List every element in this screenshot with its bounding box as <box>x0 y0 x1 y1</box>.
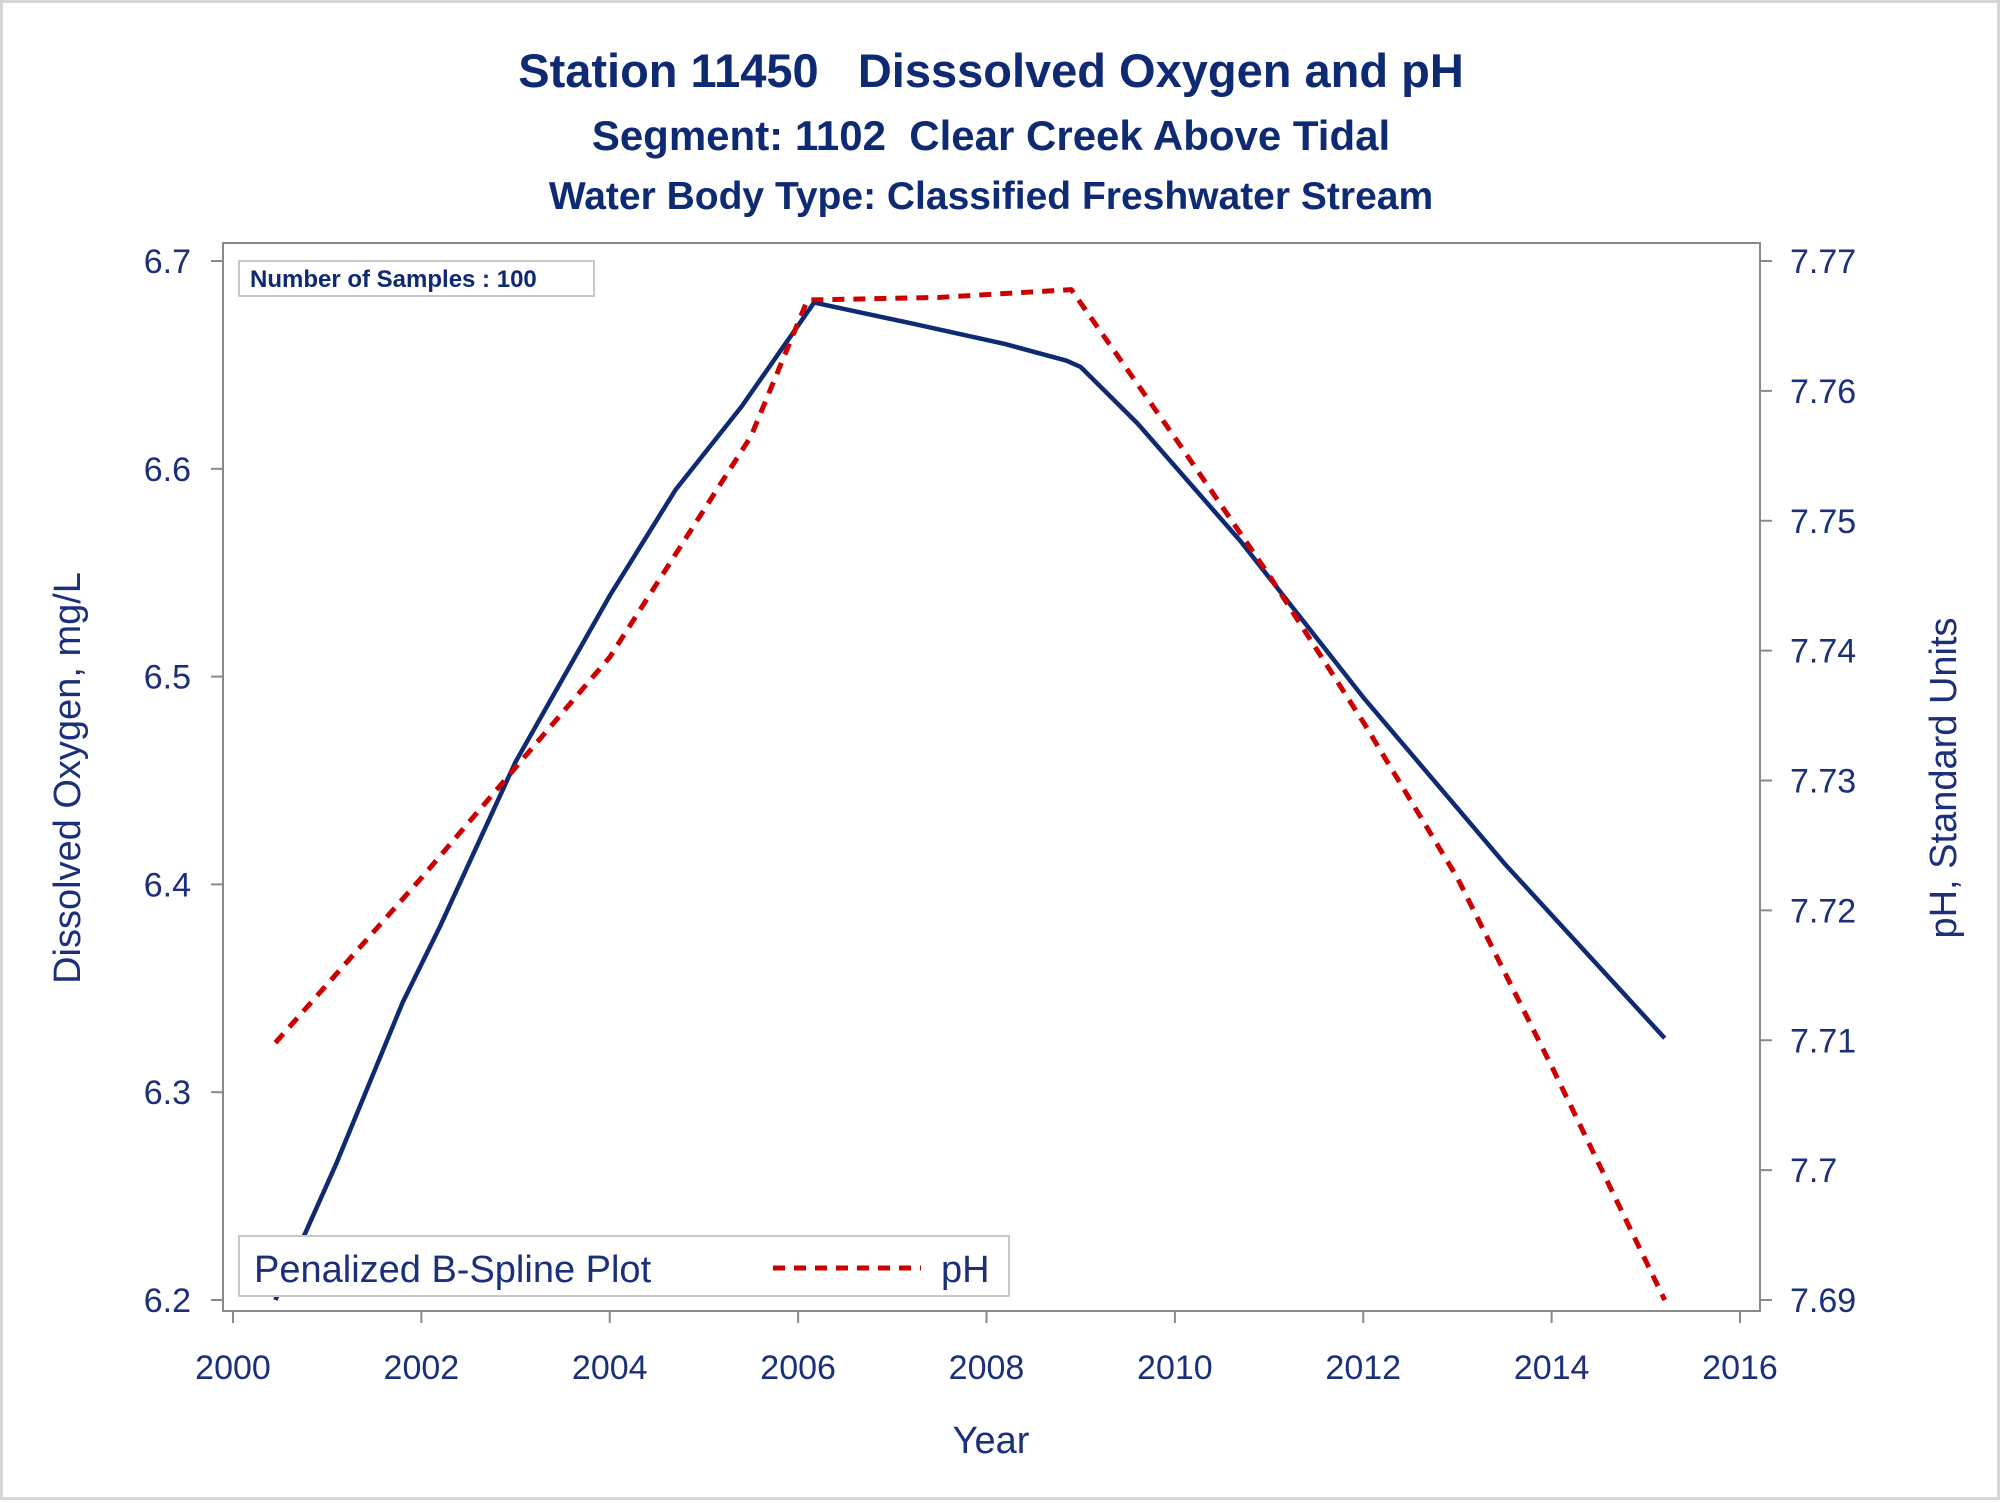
series-layer <box>273 287 1667 1302</box>
chart-title: Station 11450 Disssolved Oxygen and pH <box>518 44 1464 97</box>
y-axis-right: 7.69 7.7 7.71 7.72 7.73 7.74 7.75 7.76 7.77 <box>1760 243 1856 1320</box>
y-left-tick-label: 6.7 <box>144 243 191 281</box>
y-left-tick-label: 6.3 <box>144 1074 191 1112</box>
x-tick-label: 2002 <box>384 1349 460 1387</box>
y-right-tick-label: 7.7 <box>1790 1152 1837 1190</box>
y-left-tick-label: 6.5 <box>144 659 191 697</box>
x-tick-label: 2006 <box>760 1349 836 1387</box>
chart-subtitle: Segment: 1102 Clear Creek Above Tidal <box>592 112 1390 159</box>
x-axis: 2000 2002 2004 2006 2008 2010 2012 2014 2016 <box>195 1311 1778 1387</box>
y-right-tick-label: 7.74 <box>1790 633 1856 671</box>
x-tick-label: 2000 <box>195 1349 271 1387</box>
x-tick-label: 2016 <box>1702 1349 1778 1387</box>
y-right-tick-label: 7.71 <box>1790 1022 1856 1060</box>
y-right-tick-label: 7.69 <box>1790 1282 1856 1320</box>
y-axis-left-label: Dissolved Oxygen, mg/L <box>47 572 89 984</box>
sample-count-label: Number of Samples : 100 <box>250 266 537 293</box>
legend-title: Penalized B-Spline Plot <box>254 1249 652 1291</box>
y-right-tick-label: 7.72 <box>1790 892 1856 930</box>
plot-area <box>222 242 1761 1312</box>
y-left-tick-label: 6.6 <box>144 451 191 489</box>
x-axis-label: Year <box>953 1420 1030 1462</box>
x-tick-label: 2004 <box>572 1349 648 1387</box>
y-right-tick-label: 7.77 <box>1790 243 1856 281</box>
x-tick-label: 2010 <box>1137 1349 1213 1387</box>
sample-count-box <box>238 260 595 297</box>
legend-entry-ph: pH <box>941 1249 990 1291</box>
y-right-tick-label: 7.75 <box>1790 503 1856 541</box>
x-tick-label: 2012 <box>1325 1349 1401 1387</box>
y-right-tick-label: 7.76 <box>1790 373 1856 411</box>
chart: Station 11450 Disssolved Oxygen and pH S… <box>47 44 1965 1462</box>
series-line-ph <box>273 287 1667 1302</box>
y-right-tick-label: 7.73 <box>1790 763 1856 801</box>
y-axis-left: 6.2 6.3 6.4 6.5 6.6 6.7 <box>144 243 223 1320</box>
y-left-tick-label: 6.2 <box>144 1282 191 1320</box>
y-left-tick-label: 6.4 <box>144 866 191 904</box>
chart-subtitle-2: Water Body Type: Classified Freshwater S… <box>549 175 1433 218</box>
y-axis-right-label: pH, Standard Units <box>1923 617 1965 938</box>
x-tick-label: 2008 <box>949 1349 1025 1387</box>
x-tick-label: 2014 <box>1514 1349 1590 1387</box>
